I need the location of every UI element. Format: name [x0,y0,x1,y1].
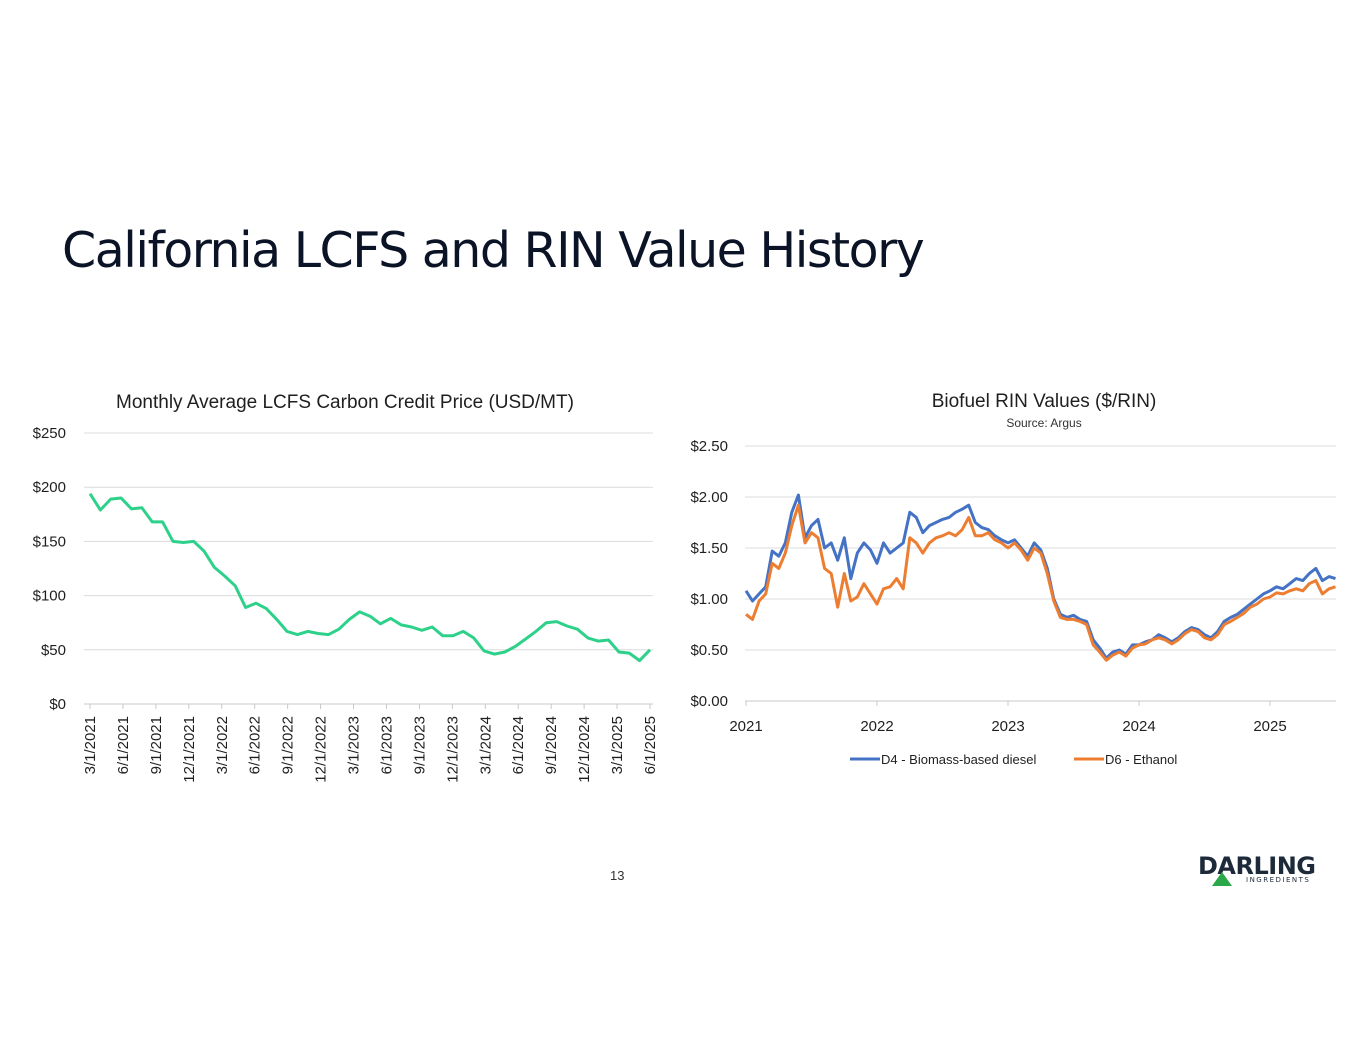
rin-y-tick-label: $0.00 [690,693,728,710]
rin-x-tick-label: 2024 [1122,718,1155,735]
page-number: 13 [610,868,625,883]
rin-legend-label: D4 - Biomass-based diesel [881,752,1036,767]
lcfs-y-tick-label: $250 [33,425,66,442]
lcfs-x-tick-label: 9/1/2024 [543,716,560,774]
lcfs-x-tick-label: 12/1/2022 [313,716,330,783]
rin-chart: Biofuel RIN Values ($/RIN) Source: Argus $… [690,391,1336,767]
logo-triangle-icon [1212,872,1232,886]
lcfs-chart: Monthly Average LCFS Carbon Credit Price… [33,392,659,783]
lcfs-x-tick-label: 12/1/2021 [181,716,198,783]
lcfs-x-tick-label: 9/1/2022 [280,716,297,774]
logo-wordmark: DARLING [1198,852,1316,880]
lcfs-y-tick-label: $100 [33,588,66,605]
rin-y-tick-label: $0.50 [690,642,728,659]
lcfs-x-tick-label: 6/1/2024 [510,716,527,774]
rin-x-tick-label: 2022 [860,718,893,735]
lcfs-x-tick-label: 6/1/2023 [378,716,395,774]
rin-x-tick-label: 2021 [729,718,762,735]
lcfs-y-tick-label: $50 [41,642,66,659]
rin-x-tick-label: 2023 [991,718,1024,735]
rin-d6-line [745,503,1336,662]
lcfs-x-tick-label: 6/1/2021 [115,716,132,774]
lcfs-x-tick-label: 12/1/2023 [444,716,461,783]
rin-x-tick-label: 2025 [1253,718,1286,735]
lcfs-x-tick-label: 3/1/2024 [477,716,494,774]
rin-y-tick-label: $2.50 [690,438,728,455]
darling-ingredients-logo: DARLING INGREDIENTS [1198,852,1316,888]
lcfs-y-tick-label: $200 [33,479,66,496]
rin-chart-title: Biofuel RIN Values ($/RIN) [932,391,1157,412]
lcfs-x-tick-label: 3/1/2025 [609,716,626,774]
lcfs-x-tick-label: 9/1/2023 [411,716,428,774]
lcfs-x-tick-label: 12/1/2024 [576,716,593,783]
slide-title: California LCFS and RIN Value History [62,222,925,279]
rin-chart-subtitle: Source: Argus [1006,416,1081,430]
lcfs-y-tick-label: $0 [49,696,66,713]
rin-y-tick-label: $1.00 [690,591,728,608]
lcfs-x-tick-label: 9/1/2021 [148,716,165,774]
lcfs-x-tick-label: 3/1/2023 [346,716,363,774]
lcfs-price-line [88,492,652,663]
lcfs-y-tick-label: $150 [33,533,66,550]
rin-y-tick-label: $2.00 [690,489,728,506]
lcfs-x-tick-label: 3/1/2021 [82,716,99,774]
rin-legend-label: D6 - Ethanol [1105,752,1177,767]
rin-d4-line [744,493,1336,660]
lcfs-chart-title: Monthly Average LCFS Carbon Credit Price… [116,392,574,413]
lcfs-x-tick-label: 6/1/2025 [642,716,659,774]
logo-subtitle: INGREDIENTS [1246,876,1311,884]
lcfs-x-tick-label: 3/1/2022 [214,716,231,774]
rin-y-tick-label: $1.50 [690,540,728,557]
lcfs-x-tick-label: 6/1/2022 [247,716,264,774]
